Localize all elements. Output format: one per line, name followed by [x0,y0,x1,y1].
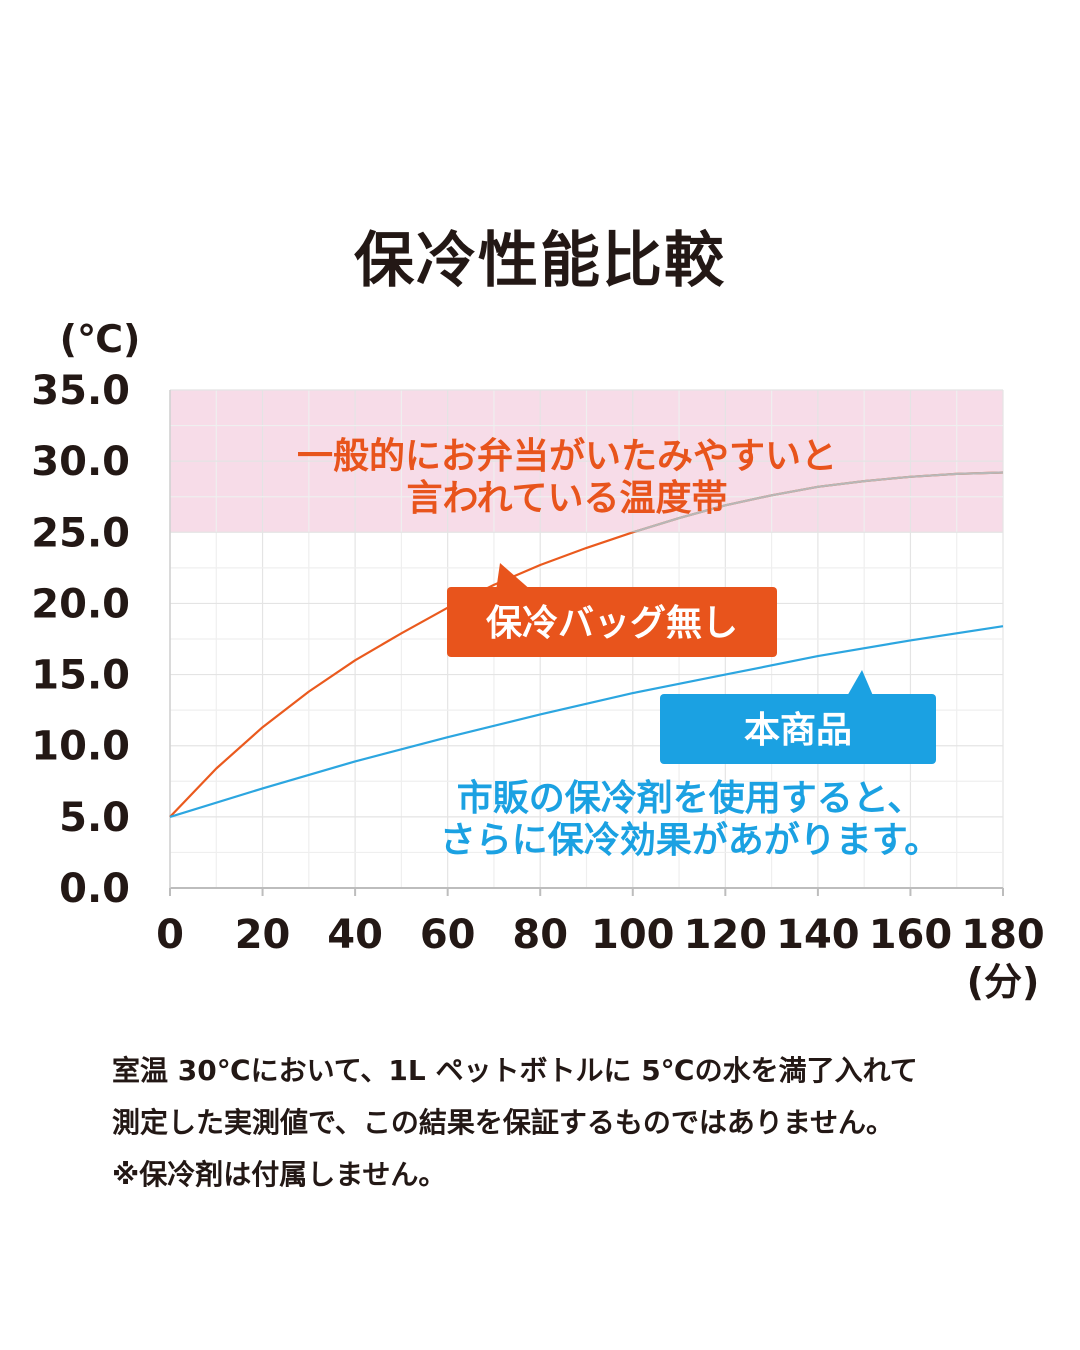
chart-title: 保冷性能比較 [354,226,726,296]
x-tick-label: 40 [327,912,383,958]
x-tick-label: 80 [512,912,568,958]
x-axis-unit: (分) [967,960,1040,1004]
series-line-product [169,625,1004,818]
y-tick-label: 15.0 [31,653,130,699]
x-tick-label: 160 [869,912,953,958]
annotation-line: 市販の保冷剤を使用すると、 [457,778,924,819]
series-line-in-band [629,471,1003,533]
callout-label-product: 本商品 [744,710,852,751]
y-axis-unit: (℃) [60,317,141,361]
y-tick-label: 20.0 [31,581,130,627]
x-tick-label: 0 [156,912,184,958]
band-label-line: 一般的にお弁当がいたみやすいと [297,436,837,477]
x-tick-label: 20 [235,912,291,958]
y-tick-label: 5.0 [59,795,130,841]
x-tick-label: 120 [684,912,768,958]
callout-label-no-bag: 保冷バッグ無し [486,603,738,644]
measurement-note: 室温 30℃において、1L ペットボトルに 5℃の水を満了入れて 測定した実測値… [112,1045,1012,1201]
x-tick-label: 100 [591,912,675,958]
y-tick-label: 0.0 [59,866,130,912]
note-line-2: 測定した実測値で、この結果を保証するものではありません。 [112,1106,895,1139]
y-tick-label: 25.0 [31,510,130,556]
x-tick-label: 180 [961,912,1045,958]
y-tick-label: 30.0 [31,439,130,485]
y-tick-label: 35.0 [31,368,130,414]
callout-box-no-bag [447,587,777,657]
callout-box-product [660,694,936,764]
note-line-1: 室温 30℃において、1L ペットボトルに 5℃の水を満了入れて [112,1054,918,1087]
band-label-line: 言われている温度帯 [406,478,727,519]
x-tick-label: 140 [776,912,860,958]
note-line-3: ※保冷剤は付属しません。 [112,1158,447,1191]
cooling-chart: 0.0 5.0 10.0 15.0 20.0 25.0 30.0 35.0 0 20 40 60 80 1… [31,317,1045,1004]
x-tick-label: 60 [420,912,476,958]
callout-pointer-product [846,670,874,698]
y-tick-label: 10.0 [31,724,130,770]
annotation-line: さらに保冷効果があがります。 [440,820,940,861]
callout-pointer-no-bag [496,563,532,591]
